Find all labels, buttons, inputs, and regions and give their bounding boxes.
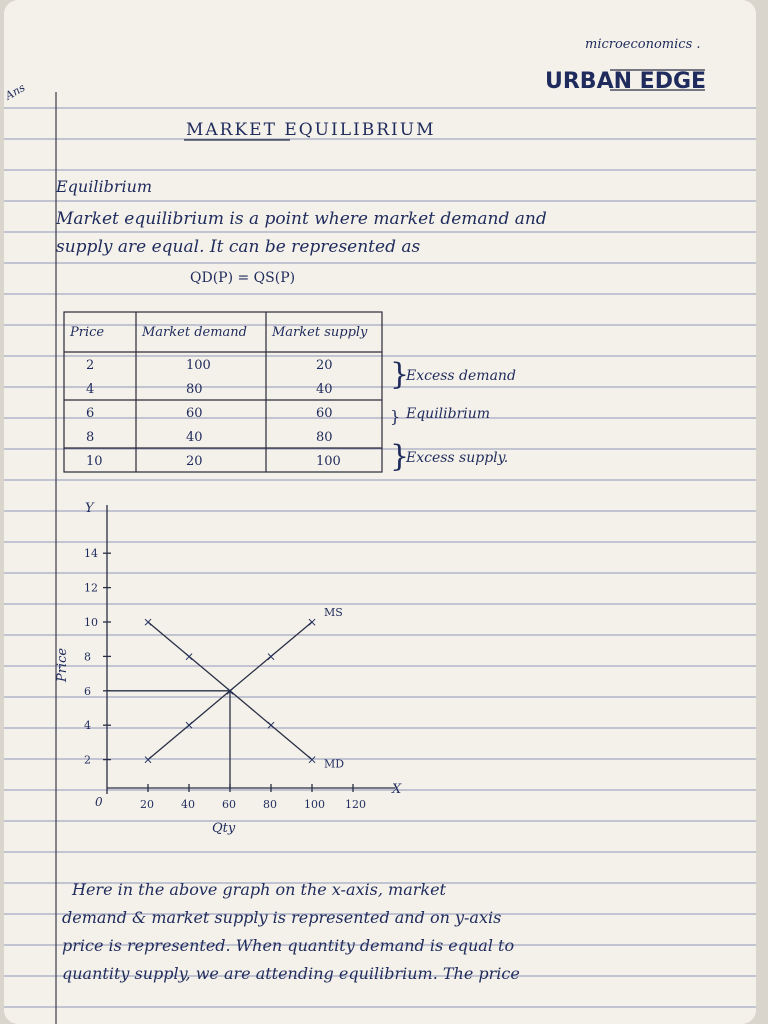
formula: QD(P) = QS(P) [190, 270, 295, 286]
y-tick-label: 2 [84, 754, 91, 767]
table-cell: 40 [186, 430, 203, 445]
y-tick-label: 4 [84, 719, 91, 732]
graph: Y X 0 2 4 6 8 10 12 14 20 40 60 80 100 120 Price Qty × × × × ×… [55, 501, 402, 836]
table-note: Equilibrium [405, 406, 490, 422]
table-cell: 80 [316, 430, 333, 445]
point-marker: × [184, 718, 194, 732]
table-cell: 4 [86, 382, 94, 397]
origin-label: 0 [95, 795, 103, 809]
point-marker: × [266, 649, 276, 663]
brace: } [390, 357, 409, 392]
table-header: Market supply [271, 325, 368, 340]
table-cell: 100 [316, 454, 341, 469]
section-heading: Equilibrium [55, 177, 152, 196]
intro-line: supply are equal. It can be represented … [56, 237, 420, 257]
table-cell: 60 [186, 406, 203, 421]
y-tick-label: 6 [84, 685, 91, 698]
table-note: Excess supply. [405, 450, 508, 466]
table-cell: 40 [316, 382, 333, 397]
y-tick-label: 14 [84, 547, 98, 560]
subject: microeconomics . [585, 37, 701, 52]
y-axis-label: Price [55, 648, 70, 683]
conclusion-line: demand & market supply is represented an… [62, 908, 501, 927]
table-cell: 60 [316, 406, 333, 421]
table-cell: 6 [86, 406, 94, 421]
point-marker: × [307, 615, 317, 629]
point-marker: × [143, 753, 153, 767]
point-marker: × [266, 718, 276, 732]
table-cell: 20 [186, 454, 203, 469]
curve-label: MD [324, 758, 344, 771]
point-marker: × [184, 649, 194, 663]
x-axis-label: Qty [212, 821, 236, 836]
x-tick-label: 80 [263, 798, 277, 811]
table-note: Excess demand [405, 368, 516, 384]
table-border [63, 311, 383, 473]
y-tick-label: 12 [84, 582, 98, 595]
x-tick-label: 120 [345, 798, 366, 811]
x-tick-label: 60 [222, 798, 236, 811]
title: MARKET EQUILIBRIUM [186, 120, 435, 140]
point-marker: × [143, 615, 153, 629]
point-marker: × [307, 753, 317, 767]
table-cell: 80 [186, 382, 203, 397]
x-tick-label: 20 [140, 798, 154, 811]
intro-line: Market equilibrium is a point where mark… [55, 209, 547, 229]
table-cell: 100 [186, 358, 211, 373]
data-table: Price Market demand Market supply 2 100 20 4 80… [63, 311, 516, 474]
x-tick-label: 40 [181, 798, 195, 811]
x-tick-label: 100 [304, 798, 325, 811]
conclusion-line: price is represented. When quantity dema… [62, 936, 514, 955]
table-cell: 20 [316, 358, 333, 373]
table-header: Price [69, 325, 104, 340]
y-tick-label: 8 [84, 650, 91, 663]
paper [4, 0, 756, 1024]
table-header: Market demand [141, 325, 247, 340]
table-cell: 8 [86, 430, 94, 445]
conclusion-line: quantity supply, we are attending equili… [62, 964, 520, 983]
table-cell: 2 [86, 358, 94, 373]
brace: } [390, 439, 409, 474]
y-axis-name: Y [85, 501, 95, 516]
y-tick-label: 10 [84, 616, 98, 629]
table-cell: 10 [86, 454, 103, 469]
curve-label: MS [324, 606, 343, 619]
brace: } [390, 407, 400, 426]
x-axis-name: X [391, 782, 402, 797]
conclusion-line: Here in the above graph on the x-axis, m… [71, 880, 447, 899]
ruled-lines [4, 107, 756, 1008]
